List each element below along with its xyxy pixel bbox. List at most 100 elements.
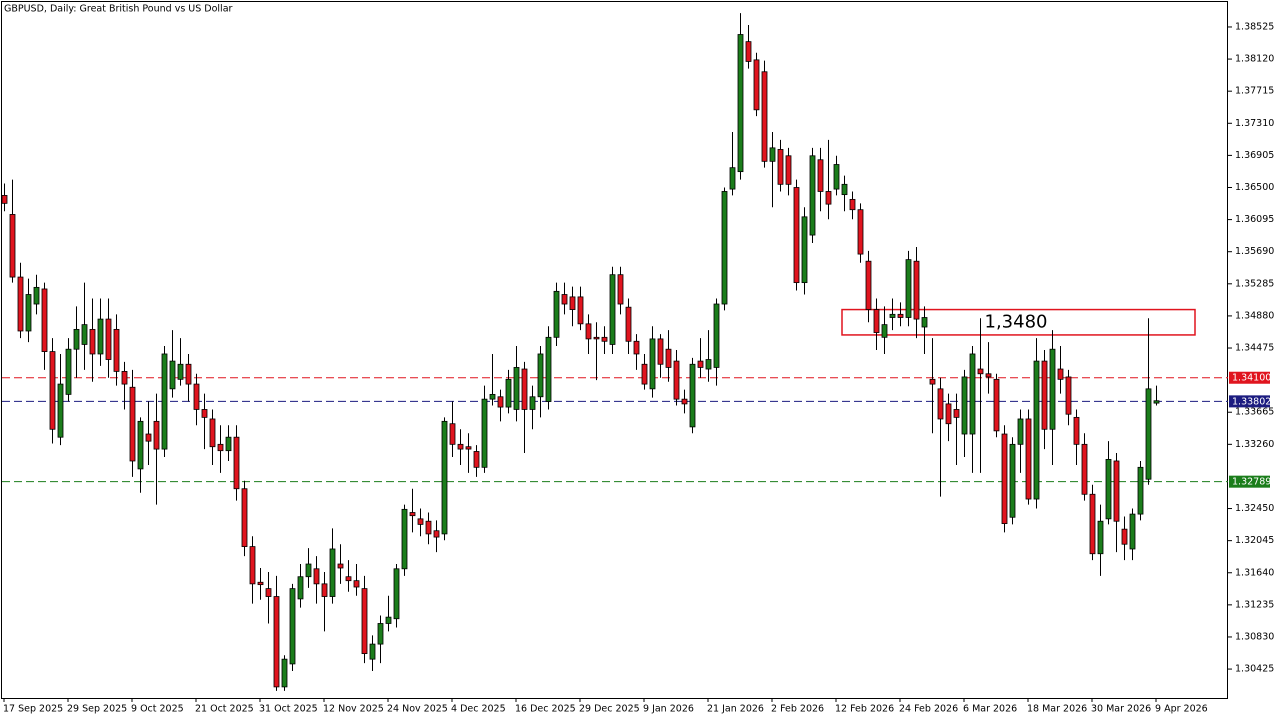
candle-body: [913, 260, 920, 320]
y-tick-label: 1.35285: [1235, 278, 1274, 289]
candle-body: [865, 260, 872, 310]
candle-body: [977, 368, 984, 375]
candle-body: [841, 183, 848, 196]
y-tick-label: 1.33260: [1235, 439, 1274, 450]
candle-body: [441, 420, 448, 535]
candle-body: [297, 576, 304, 600]
level-tag: [1229, 371, 1270, 384]
candle-body: [57, 383, 64, 438]
level-label: 1.34100: [1232, 373, 1271, 384]
candle-body: [953, 409, 960, 418]
candle-body: [385, 616, 392, 624]
candle-body: [217, 443, 224, 452]
candle-body: [449, 423, 456, 445]
y-tick-label: 1.38525: [1235, 21, 1274, 32]
candle-body: [113, 328, 120, 372]
candle-body: [305, 563, 312, 578]
candle-body: [137, 420, 144, 470]
candle-body: [545, 336, 552, 402]
candle-body: [745, 41, 752, 62]
y-tick-label: 1.36905: [1235, 150, 1274, 161]
candle-body: [825, 191, 832, 205]
candle-body: [849, 198, 856, 211]
candle-body: [553, 290, 560, 338]
candle-body: [809, 155, 816, 236]
candle-body: [481, 398, 488, 468]
candle-body: [425, 520, 432, 535]
candle-body: [1017, 418, 1024, 445]
candle-body: [801, 216, 808, 284]
candle-body: [561, 294, 568, 305]
candle-body: [1105, 458, 1112, 520]
y-tick-label: 1.37310: [1235, 118, 1274, 129]
y-tick-label: 1.37715: [1235, 86, 1274, 97]
candle-body: [25, 294, 32, 332]
candle-body: [281, 658, 288, 688]
candle-body: [1089, 493, 1096, 555]
x-tick-label: 12 Nov 2025: [323, 704, 384, 715]
candle-body: [233, 436, 240, 490]
candle-body: [473, 451, 480, 468]
candle-body: [241, 488, 248, 547]
x-tick-label: 24 Feb 2026: [899, 704, 958, 715]
candle-body: [497, 396, 504, 408]
zone-label: 1,3480: [985, 311, 1048, 332]
candle-body: [577, 296, 584, 325]
candle-body: [785, 155, 792, 185]
plot-frame: [1, 1, 1228, 699]
candle-body: [1153, 400, 1160, 404]
x-tick-label: 17 Sep 2025: [3, 704, 63, 715]
y-tick-label: 1.31235: [1235, 599, 1274, 610]
candle-body: [1097, 520, 1104, 555]
candle-body: [929, 378, 936, 385]
candle-body: [369, 643, 376, 660]
x-tick-label: 29 Dec 2025: [579, 704, 640, 715]
candle-body: [193, 383, 200, 410]
level-tag: [1229, 395, 1270, 408]
candle-body: [209, 418, 216, 448]
candle-body: [361, 588, 368, 655]
candle-body: [1, 195, 8, 204]
zone-box: [841, 308, 1196, 336]
chart-title: GBPUSD, Daily: Great British Pound vs US…: [4, 4, 233, 15]
candle-body: [777, 149, 784, 185]
x-tick-label: 9 Jan 2026: [643, 704, 694, 715]
candle-body: [857, 209, 864, 255]
candle-body: [681, 398, 688, 405]
candle-body: [505, 378, 512, 408]
candle-body: [169, 360, 176, 390]
x-tick-label: 2 Feb 2026: [771, 704, 824, 715]
candle-body: [273, 596, 280, 688]
y-tick-label: 1.34880: [1235, 310, 1274, 321]
candle-body: [1129, 513, 1136, 550]
candle-body: [921, 317, 928, 328]
candle-body: [1009, 443, 1016, 518]
y-tick-label: 1.30830: [1235, 631, 1274, 642]
candle-body: [17, 276, 24, 332]
candle-body: [265, 588, 272, 597]
candle-body: [833, 164, 840, 190]
candle-body: [897, 313, 904, 318]
candle-body: [817, 159, 824, 192]
candle-body: [513, 367, 520, 410]
candle-body: [881, 324, 888, 338]
candle-body: [81, 324, 88, 345]
candle-body: [689, 363, 696, 428]
candle-body: [321, 583, 328, 597]
candle-body: [945, 403, 952, 425]
candle-body: [985, 373, 992, 378]
candle-body: [937, 388, 944, 420]
candle-body: [729, 167, 736, 190]
candle-body: [633, 340, 640, 355]
candle-body: [601, 336, 608, 342]
x-tick-label: 12 Feb 2026: [835, 704, 894, 715]
level-label: 1.32789: [1232, 477, 1271, 488]
candle-body: [905, 259, 912, 318]
candle-body: [409, 512, 416, 517]
candle-body: [161, 353, 168, 450]
candle-body: [529, 396, 536, 410]
candle-body: [969, 353, 976, 435]
candle-body: [1033, 360, 1040, 500]
candle-body: [1145, 388, 1152, 480]
